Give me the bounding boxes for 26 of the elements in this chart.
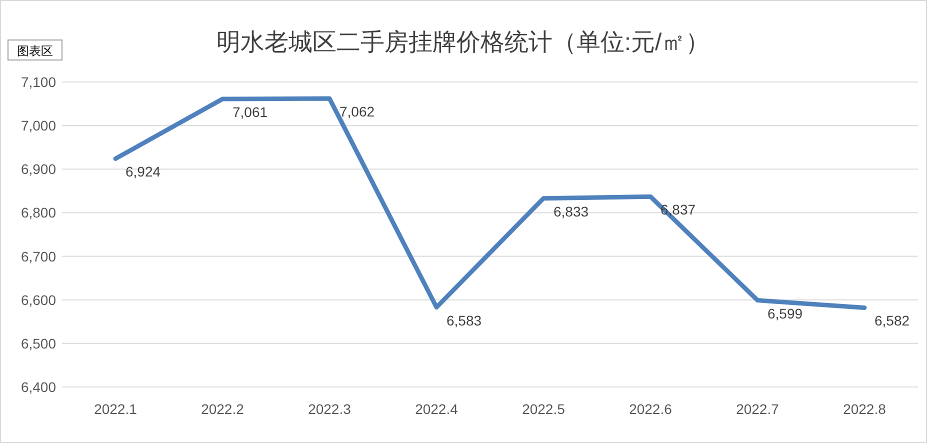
chart-title: 明水老城区二手房挂牌价格统计（单位:元/㎡） bbox=[216, 29, 710, 56]
text: 图表区 bbox=[17, 44, 53, 58]
y-tick-label: 6,600 bbox=[20, 292, 56, 308]
x-tick-label: 2022.1 bbox=[94, 401, 138, 417]
x-tick-label: 2022.7 bbox=[736, 401, 780, 417]
y-tick-label: 6,800 bbox=[20, 204, 56, 221]
data-label: 7,061 bbox=[232, 104, 268, 120]
x-tick-label: 2022.5 bbox=[522, 401, 566, 417]
x-tick-label: 2022.4 bbox=[415, 401, 458, 417]
data-label: 6,599 bbox=[768, 305, 803, 322]
x-tick-label: 2022.8 bbox=[843, 401, 886, 417]
data-label: 6,924 bbox=[126, 164, 161, 180]
data-label: 6,833 bbox=[554, 203, 589, 220]
x-tick-label: 2022.6 bbox=[629, 401, 672, 417]
y-tick-label: 6,700 bbox=[20, 248, 56, 264]
y-tick-label: 6,400 bbox=[20, 379, 56, 395]
y-tick-label: 7,000 bbox=[20, 118, 56, 134]
x-tick-label: 2022.3 bbox=[308, 401, 352, 417]
line-series bbox=[113, 96, 867, 310]
x-tick-label: 2022.2 bbox=[201, 401, 244, 417]
data-label: 6,582 bbox=[874, 312, 910, 329]
data-label: 6,583 bbox=[446, 312, 482, 328]
y-tick-label: 7,100 bbox=[20, 74, 56, 90]
data-label: 7,062 bbox=[340, 104, 375, 120]
y-tick-label: 6,900 bbox=[20, 161, 56, 178]
y-tick-label: 6,500 bbox=[20, 335, 56, 352]
